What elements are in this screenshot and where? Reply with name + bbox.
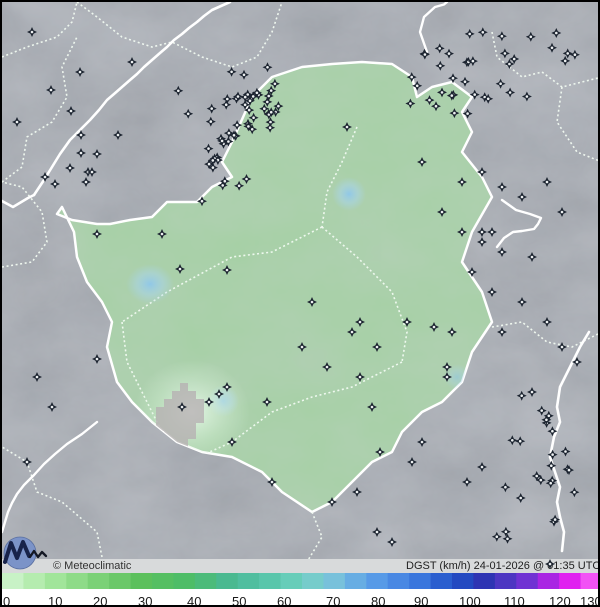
svg-text:60: 60 bbox=[277, 594, 291, 607]
svg-text:110: 110 bbox=[504, 594, 525, 607]
svg-text:130: 130 bbox=[580, 594, 600, 607]
svg-text:70: 70 bbox=[326, 594, 340, 607]
svg-text:100: 100 bbox=[459, 594, 481, 607]
svg-text:40: 40 bbox=[187, 594, 201, 607]
svg-text:10: 10 bbox=[48, 594, 62, 607]
svg-text:120: 120 bbox=[549, 594, 571, 607]
svg-text:20: 20 bbox=[93, 594, 107, 607]
svg-text:90: 90 bbox=[414, 594, 428, 607]
svg-text:© Meteoclimatic: © Meteoclimatic bbox=[53, 560, 132, 572]
svg-text:DGST (km/h) 24-01-2026 @ 01:3: DGST (km/h) 24-01-2026 @ 01:35 UTC bbox=[406, 560, 600, 572]
svg-text:30: 30 bbox=[138, 594, 152, 607]
svg-text:0: 0 bbox=[3, 594, 10, 607]
svg-text:80: 80 bbox=[371, 594, 385, 607]
svg-text:50: 50 bbox=[232, 594, 246, 607]
